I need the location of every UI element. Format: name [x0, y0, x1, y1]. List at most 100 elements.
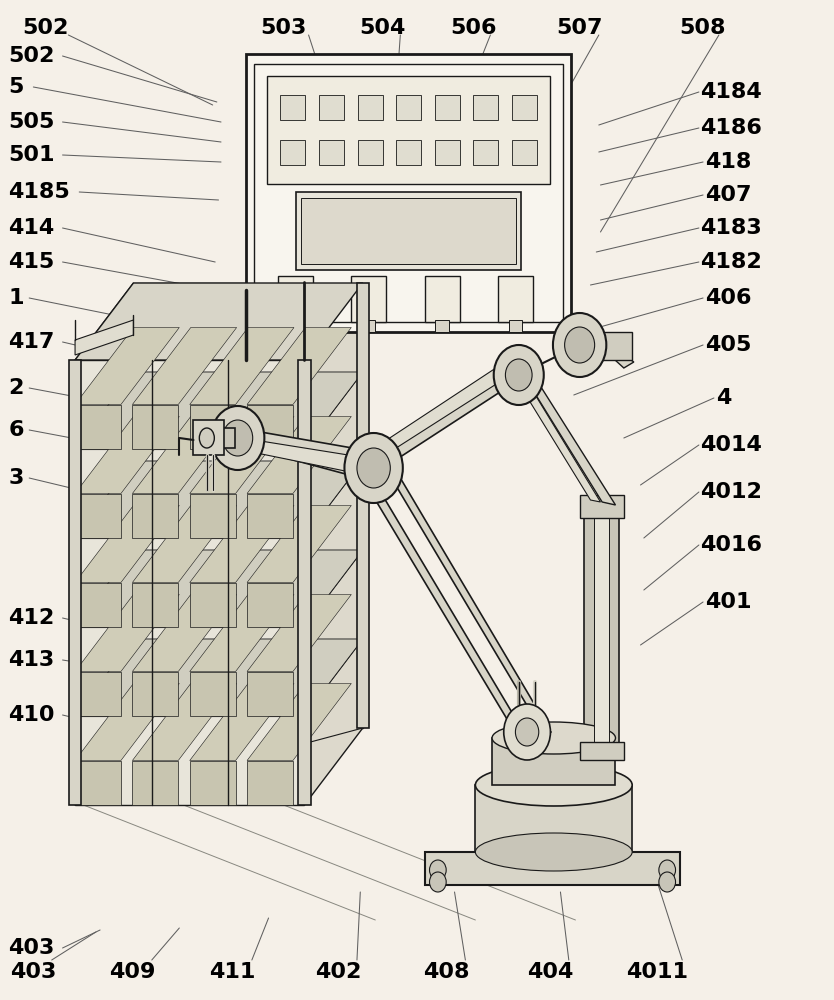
Polygon shape — [247, 582, 293, 627]
Bar — [362, 320, 375, 332]
Bar — [254, 64, 563, 322]
Bar — [280, 95, 305, 120]
Bar — [289, 320, 302, 332]
Text: 406: 406 — [705, 288, 751, 308]
Polygon shape — [190, 672, 235, 716]
Polygon shape — [247, 328, 351, 404]
Polygon shape — [190, 684, 294, 760]
Circle shape — [659, 860, 676, 880]
Polygon shape — [247, 506, 351, 582]
Bar — [512, 140, 537, 165]
Circle shape — [430, 860, 446, 880]
Bar — [358, 140, 383, 165]
Text: 501: 501 — [8, 145, 55, 165]
Polygon shape — [425, 852, 680, 885]
Text: 403: 403 — [10, 962, 57, 982]
Bar — [396, 140, 421, 165]
Text: 4182: 4182 — [701, 252, 762, 272]
Polygon shape — [75, 404, 121, 449]
Bar — [358, 95, 383, 120]
Circle shape — [357, 448, 390, 488]
Text: 503: 503 — [260, 18, 307, 38]
Polygon shape — [75, 494, 121, 538]
Polygon shape — [75, 672, 121, 716]
Bar — [280, 140, 305, 165]
Bar — [267, 76, 550, 184]
Text: 504: 504 — [359, 18, 405, 38]
Polygon shape — [133, 506, 237, 582]
Text: 4183: 4183 — [701, 218, 762, 238]
Polygon shape — [304, 283, 363, 805]
Polygon shape — [582, 330, 634, 368]
Polygon shape — [133, 760, 178, 805]
Polygon shape — [75, 594, 179, 672]
Polygon shape — [354, 465, 521, 728]
Bar — [474, 140, 499, 165]
Bar — [474, 95, 499, 120]
Text: 402: 402 — [314, 962, 361, 982]
Text: 1: 1 — [8, 288, 24, 308]
Polygon shape — [193, 420, 224, 455]
Bar — [301, 198, 516, 264]
Polygon shape — [190, 760, 235, 805]
Polygon shape — [190, 582, 235, 627]
Polygon shape — [510, 370, 600, 502]
Polygon shape — [75, 760, 121, 805]
Text: 3: 3 — [8, 468, 23, 488]
Polygon shape — [247, 672, 293, 716]
Polygon shape — [298, 360, 310, 805]
Ellipse shape — [492, 722, 615, 754]
Polygon shape — [190, 506, 294, 582]
Polygon shape — [75, 639, 363, 716]
Text: 415: 415 — [8, 252, 54, 272]
Polygon shape — [356, 283, 369, 728]
Polygon shape — [68, 360, 81, 805]
Text: 401: 401 — [705, 592, 751, 612]
Bar — [319, 95, 344, 120]
Polygon shape — [580, 742, 624, 760]
Text: 405: 405 — [705, 335, 751, 355]
Polygon shape — [133, 582, 178, 627]
Polygon shape — [580, 495, 624, 518]
Text: 411: 411 — [208, 962, 255, 982]
Text: 409: 409 — [108, 962, 155, 982]
Polygon shape — [75, 283, 133, 805]
Circle shape — [505, 359, 532, 391]
Polygon shape — [247, 404, 293, 449]
Text: 412: 412 — [8, 608, 54, 628]
Polygon shape — [133, 417, 237, 494]
Polygon shape — [75, 684, 179, 760]
Polygon shape — [133, 494, 178, 538]
Text: 507: 507 — [556, 18, 603, 38]
Bar — [498, 276, 533, 322]
Polygon shape — [75, 461, 363, 538]
Polygon shape — [238, 428, 375, 482]
Circle shape — [344, 433, 403, 503]
Bar — [509, 320, 522, 332]
Polygon shape — [247, 494, 293, 538]
Polygon shape — [515, 362, 615, 505]
Circle shape — [553, 313, 606, 377]
Text: 4: 4 — [716, 388, 731, 408]
Bar — [435, 95, 460, 120]
Polygon shape — [75, 320, 133, 355]
Polygon shape — [190, 404, 235, 449]
Polygon shape — [247, 684, 351, 760]
Text: 410: 410 — [8, 705, 55, 725]
Text: 4186: 4186 — [701, 118, 762, 138]
Polygon shape — [385, 372, 515, 458]
Polygon shape — [584, 512, 619, 752]
Bar — [296, 192, 521, 270]
Polygon shape — [75, 360, 304, 805]
Bar — [512, 95, 537, 120]
Bar — [435, 320, 449, 332]
Polygon shape — [75, 506, 179, 582]
Bar — [435, 140, 460, 165]
Circle shape — [223, 420, 253, 456]
Polygon shape — [388, 472, 552, 734]
Text: 4016: 4016 — [701, 535, 762, 555]
Circle shape — [494, 345, 544, 405]
Polygon shape — [190, 328, 294, 404]
Ellipse shape — [475, 764, 632, 806]
Polygon shape — [133, 404, 178, 449]
